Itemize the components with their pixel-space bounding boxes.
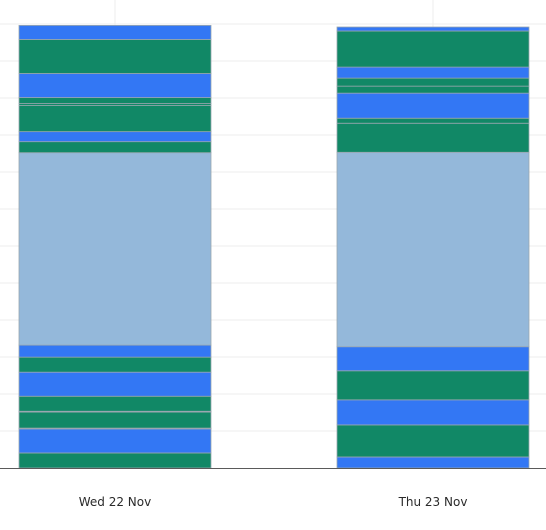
bar-segment [336, 92, 530, 119]
bar-segment [336, 346, 530, 372]
bar-segment [336, 370, 530, 401]
bar-stack-1 [18, 25, 212, 469]
bar-segment [18, 452, 212, 469]
bar-segment [18, 73, 212, 98]
bar-segment [18, 411, 212, 429]
bar-segment [336, 122, 530, 153]
bar-segment [336, 151, 530, 348]
bar-segment [336, 77, 530, 87]
x-tick-label: Wed 22 Nov [79, 495, 151, 509]
bar-segment [18, 25, 212, 40]
x-tick-labels: Wed 22 Nov Thu 23 Nov [79, 495, 468, 509]
x-tick-label: Thu 23 Nov [398, 495, 468, 509]
bar-segment [18, 131, 212, 143]
bar-segment [18, 97, 212, 104]
bar-segment [18, 356, 212, 373]
bar-segment [18, 371, 212, 397]
bar-segment [336, 85, 530, 94]
bar-segment [18, 428, 212, 454]
bar-segment [336, 399, 530, 426]
bar-segment [18, 152, 212, 346]
bar-stack-2 [336, 26, 530, 469]
bar-segment [18, 344, 212, 358]
bars [18, 25, 530, 469]
bar-segment [336, 26, 530, 32]
bar-segment [336, 424, 530, 458]
bar-segment [18, 141, 212, 154]
bar-segment [336, 66, 530, 79]
bar-segment [18, 39, 212, 74]
bar-segment [18, 395, 212, 412]
bar-segment [18, 105, 212, 133]
bar-segment [336, 117, 530, 124]
bar-segment [336, 30, 530, 68]
bar-segment [336, 456, 530, 469]
